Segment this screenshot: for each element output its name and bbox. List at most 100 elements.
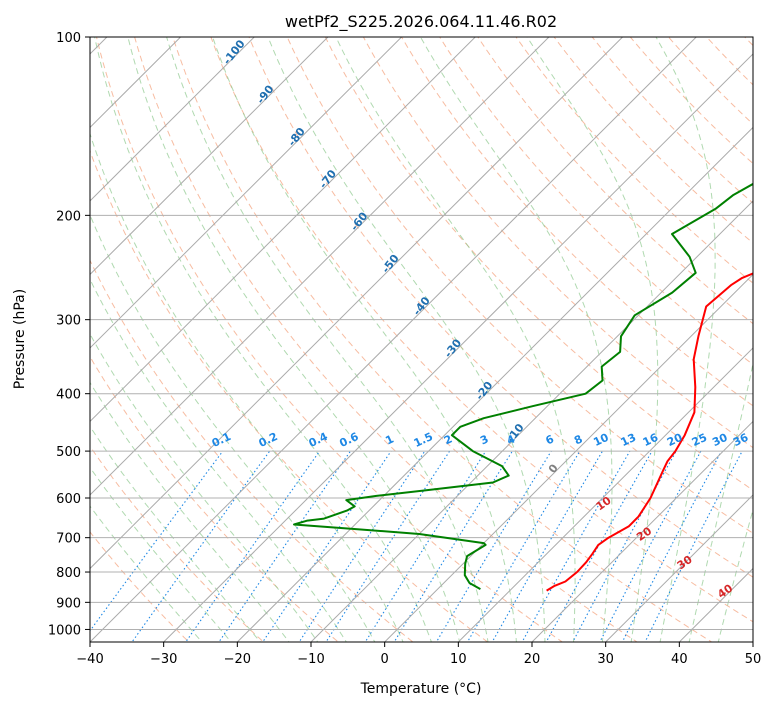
mixing-ratio-line <box>435 450 552 642</box>
dry-adiabat-line <box>477 37 753 325</box>
mixing-ratio-line <box>90 450 224 632</box>
mixing-ratio-label: 36 <box>731 431 751 449</box>
mixing-ratio-label: 10 <box>591 431 611 449</box>
mixing-ratio-label: 8 <box>572 432 584 447</box>
isotherm-label: -40 <box>410 294 433 318</box>
mixing-ratio-label: 1.5 <box>412 430 435 450</box>
dry-adiabat-line <box>515 37 753 284</box>
mixing-ratio-label: 13 <box>619 431 638 449</box>
dry-adiabat-line <box>770 24 775 654</box>
moist-adiabat-line <box>166 37 489 642</box>
dry-adiabat-line <box>90 355 340 642</box>
moist-adiabat-label: 20 <box>634 524 654 544</box>
y-tick-label: 400 <box>56 388 81 403</box>
mixing-ratio-label: 16 <box>641 431 661 449</box>
mixing-ratio-label: 30 <box>710 431 730 449</box>
series-layer <box>293 182 753 592</box>
mixing-ratio-label: 6 <box>544 432 557 447</box>
moist-adiabat-line <box>90 381 290 642</box>
mixing-ratio-line <box>644 450 743 642</box>
isotherm-label: -60 <box>348 209 371 233</box>
mixing-ratio-line <box>131 450 271 642</box>
isotherm-line <box>310 200 753 642</box>
plot-frame <box>89 36 754 643</box>
dry-adiabat-line <box>439 37 753 366</box>
mixing-ratio-line <box>545 450 653 642</box>
dry-adiabat-line <box>667 37 753 125</box>
moist-adiabat-label: 10 <box>594 494 614 514</box>
isotherm-line <box>90 37 550 496</box>
moist-adiabat-line <box>90 132 404 642</box>
axes: −40 −30 −20 −10 0 10 20 30 40 5010020030040050060… <box>48 31 761 667</box>
y-tick-label: 900 <box>56 596 81 611</box>
dewpoint-profile <box>293 182 753 590</box>
dry-adiabat-line <box>362 37 753 449</box>
dry-adiabat-line <box>705 37 753 86</box>
isotherm-label: -90 <box>254 82 277 106</box>
dry-adiabat-line <box>90 445 265 642</box>
moist-adiabat-line <box>420 37 613 642</box>
mixing-ratio-line <box>621 450 722 642</box>
isotherm-line <box>90 37 476 423</box>
dry-adiabat-line <box>90 531 190 642</box>
x-tick-label: 30 <box>597 652 614 667</box>
dry-adiabat-line <box>324 37 753 491</box>
temperature-profile <box>546 272 753 592</box>
mixing-ratio-label: 0.4 <box>307 430 330 450</box>
isotherm-line <box>90 37 182 129</box>
isotherm-line <box>90 37 329 276</box>
moist-adiabat-line <box>267 37 546 642</box>
isotherm-label: -30 <box>442 336 465 360</box>
isotherm-line <box>383 273 753 642</box>
x-axis-label: Temperature (°C) <box>360 681 482 697</box>
mixing-ratio-line <box>298 450 426 642</box>
dry-adiabat-line <box>286 37 753 534</box>
dry-adiabat-line <box>134 37 638 642</box>
moist-adiabat-line <box>90 333 319 642</box>
mixing-ratio-label: 0.2 <box>257 430 280 450</box>
isotherm-line <box>531 420 753 642</box>
moist-adiabat-line <box>688 361 753 642</box>
mixing-ratio-label: 1 <box>383 432 395 447</box>
isotherm-line <box>0 10 60 654</box>
dry-adiabat-line <box>401 37 753 407</box>
y-tick-label: 1000 <box>48 623 81 638</box>
isotherm-label: -70 <box>317 167 340 191</box>
isotherm-line <box>604 494 753 642</box>
x-tick-label: −40 <box>76 652 103 667</box>
isotherm-line <box>90 37 403 349</box>
moist-adiabat-line <box>335 37 576 642</box>
moist-adiabat-line <box>90 213 376 642</box>
x-tick-label: 20 <box>524 652 541 667</box>
mixing-ratio-label: 0.6 <box>337 430 360 450</box>
dry-adiabat-line <box>553 37 753 244</box>
y-tick-label: 800 <box>56 566 81 581</box>
isotherm-line <box>90 37 697 642</box>
isotherm-line <box>90 37 624 570</box>
isotherm-label: 0 <box>546 461 561 475</box>
moist-adiabat-line <box>90 425 261 642</box>
dry-adiabat-line <box>172 37 713 642</box>
dry-adiabat-line <box>248 37 753 578</box>
x-tick-label: −30 <box>150 652 177 667</box>
x-tick-label: 10 <box>450 652 467 667</box>
mixing-ratio-label: 20 <box>665 431 685 449</box>
isotherm-line <box>457 347 753 642</box>
isotherm-line <box>90 37 255 202</box>
mixing-ratio-label: 25 <box>690 431 709 449</box>
isotherm-line <box>752 641 753 642</box>
y-axis-label: Pressure (hPa) <box>12 289 28 389</box>
dry-adiabat-line <box>90 149 489 642</box>
chart-title: wetPf2_S225.2026.064.11.46.R02 <box>285 12 557 32</box>
x-tick-label: −10 <box>297 652 324 667</box>
isotherm-line <box>236 126 753 642</box>
mixing-ratio-line <box>466 450 581 642</box>
line-labels: -100-90-80-70-60-50-40-30-20-1000.1 0.2 0.… <box>210 37 751 601</box>
y-tick-label: 500 <box>56 445 81 460</box>
dry-adiabat-line <box>744 37 753 47</box>
y-tick-label: 300 <box>56 314 81 329</box>
moist-adiabat-line <box>212 37 518 642</box>
background-lines <box>0 10 775 654</box>
moist-adiabat-line <box>655 37 716 642</box>
